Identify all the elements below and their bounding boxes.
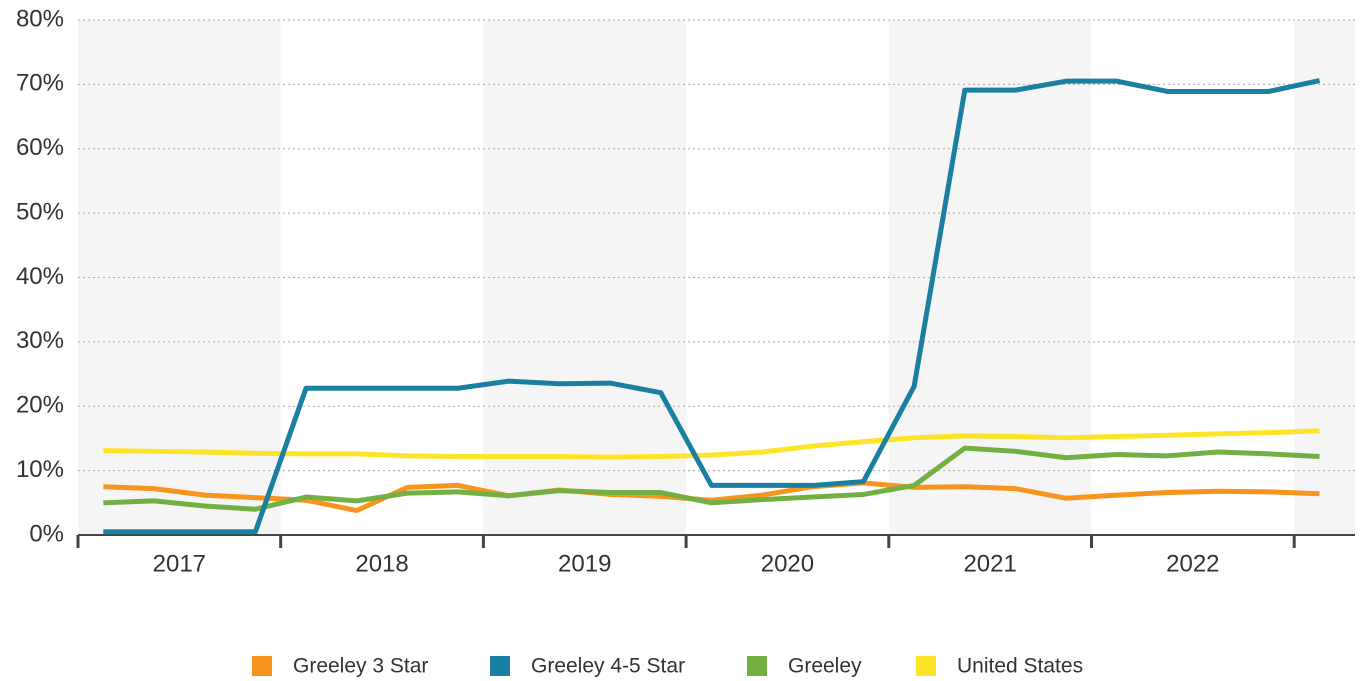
legend-swatch [747, 656, 767, 676]
series-line [103, 445, 1320, 512]
y-tick-label: 30% [16, 327, 64, 354]
series-line [103, 78, 1321, 535]
legend-swatch [916, 656, 936, 676]
legend-swatch [490, 656, 510, 676]
x-tick-label: 2017 [153, 550, 206, 577]
x-tick-label: 2018 [355, 550, 408, 577]
y-tick-label: 40% [16, 263, 64, 290]
y-tick-label: 20% [16, 392, 64, 419]
y-tick-label: 70% [16, 70, 64, 97]
x-tick-label: 2021 [963, 550, 1016, 577]
series-line [103, 480, 1320, 514]
y-tick-label: 60% [16, 134, 64, 161]
y-tick-label: 50% [16, 198, 64, 225]
legend-label: Greeley 4-5 Star [531, 655, 685, 678]
x-tick-label: 2019 [558, 550, 611, 577]
legend-swatch [252, 656, 272, 676]
y-tick-label: 80% [16, 5, 64, 32]
legend-label: United States [957, 655, 1083, 678]
legend-label: Greeley [788, 655, 862, 678]
series-line [103, 428, 1320, 460]
x-tick-label: 2022 [1166, 550, 1219, 577]
legend-label: Greeley 3 Star [293, 655, 428, 678]
y-tick-label: 0% [29, 520, 64, 547]
y-tick-label: 10% [16, 456, 64, 483]
x-tick-label: 2020 [761, 550, 814, 577]
